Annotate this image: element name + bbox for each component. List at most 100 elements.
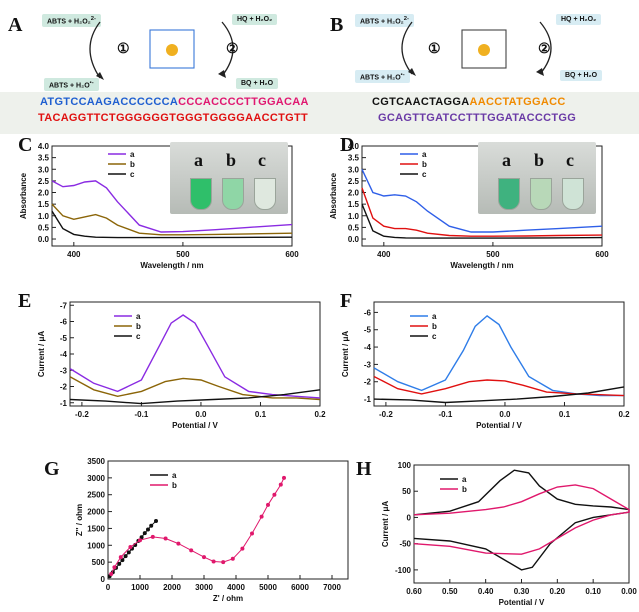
scheme-b-sequence-1: CGTCAACTAGGAAACCTATGGACC xyxy=(372,96,566,108)
chart-g-series-a-point xyxy=(117,561,122,566)
scheme-b-hemin-icon xyxy=(478,44,490,56)
scheme-a-sequence-2: TACAGGTTCTGGGGGGTGGGTGGGGAACCTGTT xyxy=(38,112,309,124)
chart-f-ytick-label: -3 xyxy=(364,360,372,369)
chart-d-ytick-label: 0.5 xyxy=(348,223,360,232)
chart-d-xlabel: Wavelength / nm xyxy=(450,261,513,270)
vial-a xyxy=(498,178,520,210)
chart-f-xtick-label: 0.0 xyxy=(499,410,511,419)
scheme-b-abts-h2o2: ABTS + H₂O₂2- xyxy=(355,14,414,28)
chart-g-ytick-label: 2500 xyxy=(87,491,105,500)
panel-label-h: H xyxy=(356,458,372,480)
chart-e-ytick-label: -4 xyxy=(60,350,68,359)
chart-f-ytick-label: -5 xyxy=(364,326,372,335)
panel-label-f: F xyxy=(340,290,353,312)
vial-c xyxy=(254,178,276,210)
chart-h-cyclic-voltammogram: 0.60 0.50 0.40 0.30 0.20 0.10 0.00 -100 -50 0 50 10… xyxy=(381,461,637,607)
chart-g-series-b-point xyxy=(250,531,254,536)
scheme-b-cycle-2-mark: ② xyxy=(538,40,551,56)
panel-label-d: D xyxy=(340,134,355,156)
chart-e-ytick-label: -6 xyxy=(60,318,68,327)
scheme-band xyxy=(0,0,639,92)
chart-e-xtick-label: 0.1 xyxy=(255,410,267,419)
chart-d-series-b-line xyxy=(361,187,603,237)
chart-e-legend-label: b xyxy=(136,322,141,331)
vial-label-a: a xyxy=(502,150,511,170)
chart-g-series-a-point xyxy=(123,554,128,559)
chart-c-vial-photo: a b c xyxy=(170,142,288,214)
scheme-a-cycle-2-mark: ② xyxy=(226,40,239,56)
scheme-a-hemin-icon xyxy=(166,44,178,56)
chart-g-nyquist: 0 1000 2000 3000 4000 5000 6000 7000 0 500 1000 150… xyxy=(75,457,349,603)
chart-e-ytick-label: -3 xyxy=(60,366,68,375)
chart-f-legend-label: a xyxy=(432,312,437,321)
chart-c-xtick-label: 500 xyxy=(176,250,190,259)
panel-label-e: E xyxy=(18,290,32,312)
vial-b xyxy=(222,178,244,210)
chart-c-legend-label: a xyxy=(130,150,135,159)
chart-h-frame xyxy=(413,464,630,584)
chart-g-ytick-label: 0 xyxy=(101,575,106,584)
chart-e-xtick-label: 0.2 xyxy=(314,410,326,419)
vial-label-a: a xyxy=(194,150,203,170)
chart-g-series-a-point xyxy=(126,550,131,555)
chart-c-xlabel: Wavelength / nm xyxy=(140,261,203,270)
chart-c-ytick-label: 0.5 xyxy=(38,223,50,232)
sequence-band xyxy=(0,92,639,134)
vial-b xyxy=(530,178,552,210)
scheme-a-cycle-2-arrow xyxy=(221,21,234,77)
chart-h-xtick-label: 0.40 xyxy=(478,587,494,596)
chart-g-series-b-point xyxy=(109,571,114,576)
chart-e-series-a-line xyxy=(69,314,321,399)
chart-d-xtick-label: 600 xyxy=(595,250,609,259)
chart-g-xtick-label: 0 xyxy=(106,583,111,592)
chart-g-series-b-point xyxy=(176,541,181,546)
chart-g-ylabel: Z'' / ohm xyxy=(75,504,84,536)
chart-e-xlabel: Potential / V xyxy=(172,421,218,430)
chart-g-series-a-point xyxy=(146,527,150,532)
chart-c-ytick-label: 2.0 xyxy=(38,189,50,198)
chart-c-ytick-label: 3.0 xyxy=(38,165,50,174)
chart-f-ylabel: Current / μA xyxy=(341,331,350,377)
scheme-a-sequence-1: ATGTCCAAGACCCCCCACCCACCCCTTGGACAA xyxy=(40,96,309,108)
chart-g-series-b-point xyxy=(112,565,117,570)
chart-e-legend-label: a xyxy=(136,312,141,321)
chart-h-legend-label: b xyxy=(462,485,467,494)
chart-h-ytick-label: -100 xyxy=(395,566,412,575)
chart-e-frame xyxy=(69,301,321,407)
chart-h-ylabel: Current / μA xyxy=(381,501,390,547)
chart-g-xtick-label: 3000 xyxy=(195,583,213,592)
chart-d-legend-label: a xyxy=(422,150,427,159)
chart-e-ylabel: Current / μA xyxy=(37,331,46,377)
scheme-b-sequence-2: GCAGTTGATCCTTTGGATACCCTGG xyxy=(378,112,577,124)
vial-a xyxy=(190,178,212,210)
scheme-b-cycle-1-mark: ① xyxy=(428,40,441,56)
chart-c-legend-label: c xyxy=(130,170,135,179)
chart-g-xtick-label: 2000 xyxy=(163,583,181,592)
vial-label-c: c xyxy=(258,150,266,170)
chart-g-series-a-point xyxy=(142,531,147,536)
chart-c-ylabel: Absorbance xyxy=(20,172,28,219)
chart-g-series-b-point xyxy=(138,538,142,543)
chart-c-series-b-line xyxy=(51,203,293,236)
chart-g-xtick-label: 6000 xyxy=(291,583,309,592)
chart-g-xtick-label: 1000 xyxy=(131,583,149,592)
chart-h-ytick-label: 100 xyxy=(398,461,412,470)
chart-g-ytick-label: 1500 xyxy=(87,524,105,533)
chart-g-series-b-point xyxy=(259,514,264,519)
chart-g-series-b-point xyxy=(278,482,283,487)
chart-d-ytick-label: 2.5 xyxy=(348,177,360,186)
chart-g-series-a-point xyxy=(154,519,158,524)
chart-h-series-b-line xyxy=(413,484,630,555)
panel-label-g: G xyxy=(44,458,60,480)
chart-g-frame xyxy=(107,460,349,580)
chart-d-vial-photo: a b c xyxy=(478,142,596,214)
chart-h-ytick-label: 50 xyxy=(402,487,411,496)
chart-f-ytick-label: -1 xyxy=(364,395,372,404)
chart-h-series-a-line xyxy=(413,469,630,571)
chart-e-ytick-label: -7 xyxy=(60,301,68,310)
chart-e-series-b-line xyxy=(69,376,321,401)
chart-g-series-b-point xyxy=(230,556,235,561)
chart-g-series-b-point xyxy=(202,555,206,560)
chart-d-ytick-label: 1.5 xyxy=(348,200,360,209)
chart-e-ytick-label: -5 xyxy=(60,334,68,343)
